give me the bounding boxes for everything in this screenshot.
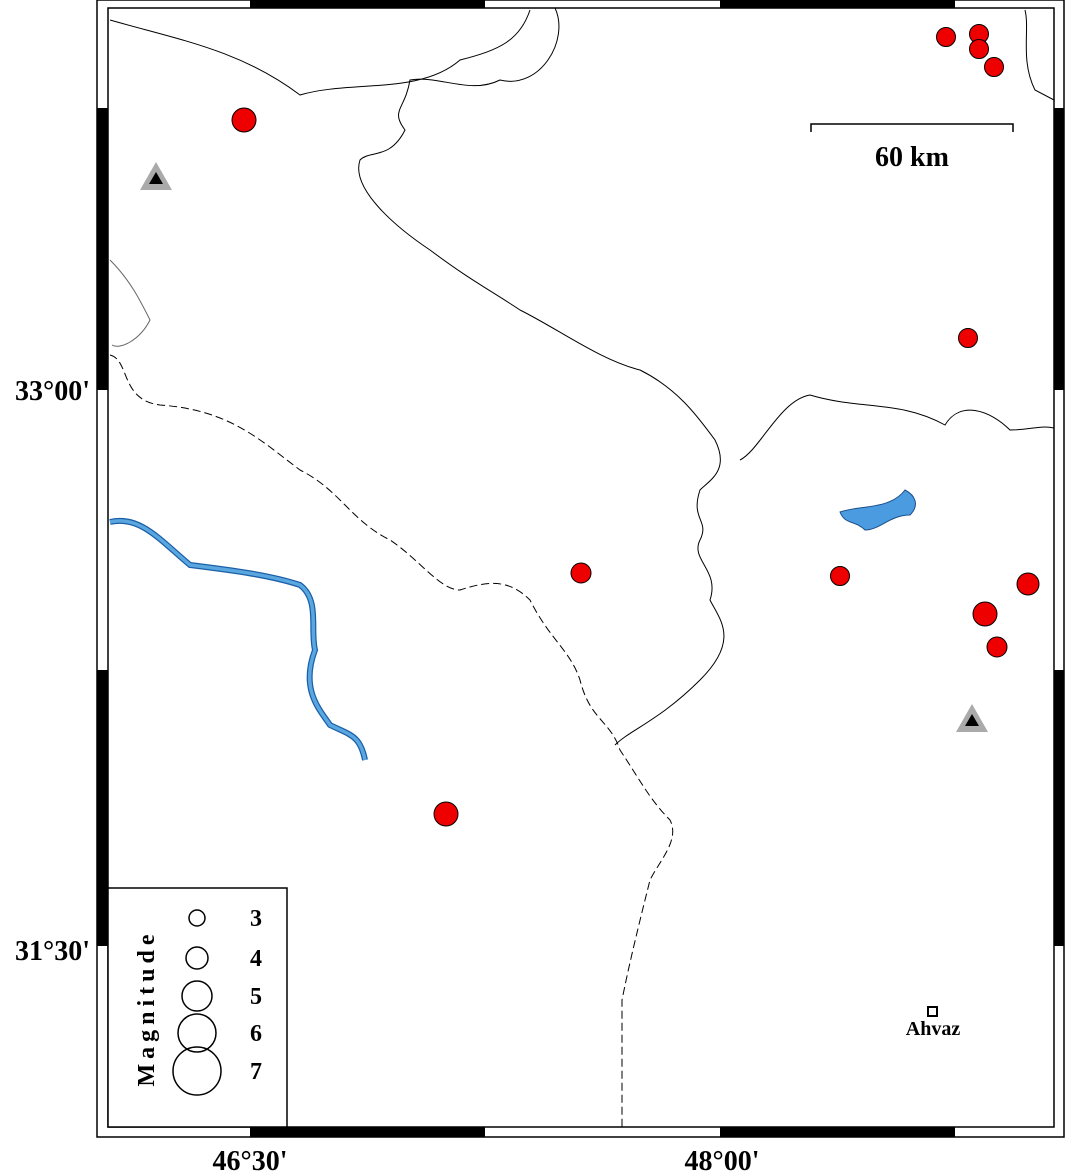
legend-entries: 3 4 5 6 7	[250, 906, 262, 1085]
outer-frame	[96, 0, 1065, 1138]
legend-box	[107, 887, 288, 1128]
lake	[839, 489, 916, 531]
legend-entry: 4	[250, 946, 262, 972]
legend-entry: 3	[250, 906, 262, 932]
y-tick-label: 31°30'	[15, 936, 90, 967]
legend-title: Magnitude	[134, 929, 160, 1086]
scale-bar	[810, 123, 1014, 132]
legend-entry: 7	[250, 1059, 262, 1085]
river-fill	[109, 519, 367, 761]
legend-symbols	[172, 909, 222, 1096]
events	[231, 24, 1040, 827]
river	[109, 517, 368, 761]
legend-entry: 5	[250, 984, 262, 1010]
y-tick-label: 33°00'	[15, 376, 90, 407]
stations	[140, 162, 988, 732]
scale-label: 60 km	[875, 142, 949, 173]
borders	[109, 7, 1055, 1127]
city-label: Ahvaz	[906, 1018, 961, 1040]
x-tick-label: 48°00'	[685, 1146, 760, 1175]
map-frame	[107, 7, 1055, 1128]
x-tick-label: 46°30'	[213, 1146, 288, 1175]
legend-entry: 6	[250, 1021, 262, 1047]
frame-checks	[97, 0, 1064, 1137]
city-marker	[927, 1006, 938, 1017]
